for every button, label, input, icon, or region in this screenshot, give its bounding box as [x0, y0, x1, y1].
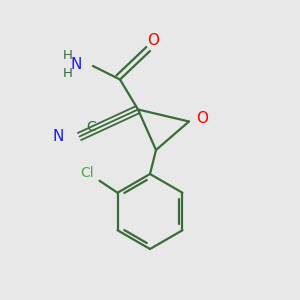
Text: N: N [53, 129, 64, 144]
Text: C: C [87, 120, 96, 134]
Text: H: H [63, 67, 72, 80]
Text: H: H [63, 49, 72, 62]
Text: Cl: Cl [81, 166, 94, 180]
Text: O: O [147, 33, 159, 48]
Text: N: N [71, 57, 82, 72]
Text: O: O [196, 111, 208, 126]
